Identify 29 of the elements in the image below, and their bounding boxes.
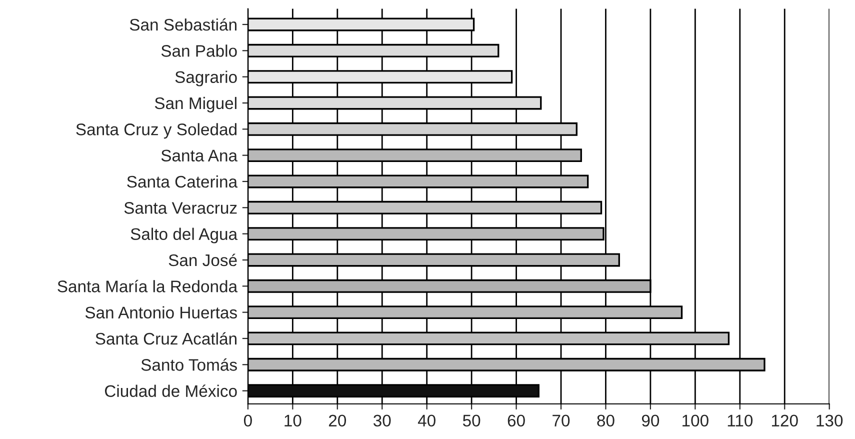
- x-tick-label: 130: [816, 414, 843, 427]
- x-tick-label: 70: [552, 414, 570, 427]
- y-tick-label: San Antonio Huertas: [85, 306, 237, 319]
- x-tick-label: 10: [284, 414, 302, 427]
- x-tick-label: 50: [462, 414, 480, 427]
- y-tick-label: Ciudad de México: [104, 384, 237, 397]
- x-tick-label: 30: [373, 414, 391, 427]
- y-tick-label: Santa Caterina: [127, 175, 238, 188]
- y-tick-label: Sagrario: [175, 70, 237, 86]
- x-tick-label: 90: [642, 414, 660, 427]
- y-tick-label: San José: [168, 254, 237, 266]
- y-tick-label: San Sebastián: [130, 18, 236, 31]
- x-tick-label: 80: [597, 414, 614, 427]
- y-tick-label: San Pablo: [161, 44, 237, 57]
- x-tick-label: 110: [728, 414, 753, 427]
- x-tick-label: 100: [682, 414, 708, 427]
- x-tick-label: 120: [772, 414, 798, 427]
- y-tick-label: Santa Cruz Acatlán: [96, 332, 236, 345]
- x-tick-label: 0: [244, 414, 252, 427]
- x-tick-label: 20: [328, 414, 346, 427]
- y-tick-label: Salto del Agua: [130, 228, 238, 244]
- x-tick-label: 60: [508, 414, 525, 427]
- y-tick-label: Santo Tomás: [141, 358, 237, 371]
- y-tick-label: Santa María la Redonda: [58, 280, 238, 292]
- y-tick-label: San Miguel: [154, 96, 236, 112]
- y-tick-label: Santa Cruz y Soledad: [76, 123, 236, 139]
- y-tick-label: Santa Ana: [161, 150, 238, 162]
- x-tick-label: 40: [418, 414, 436, 427]
- y-tick-label: Santa Veracruz: [124, 202, 237, 214]
